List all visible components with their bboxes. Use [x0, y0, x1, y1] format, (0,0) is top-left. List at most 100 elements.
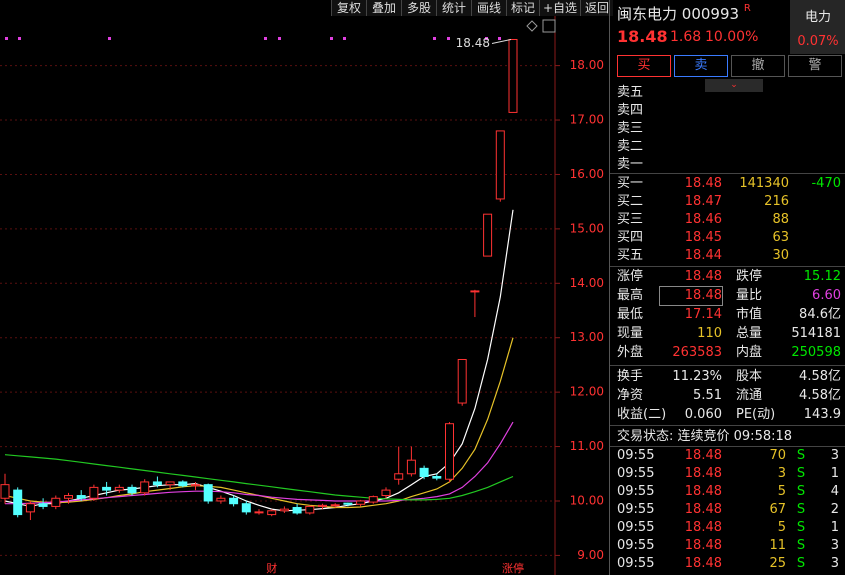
price: 18.48: [617, 27, 668, 46]
candle-body: [406, 459, 416, 475]
event-dot: [264, 37, 267, 40]
quote-panel: 闽东电力 000993 R 电力 0.07% 18.48 1.68 10.00%…: [609, 0, 845, 575]
sector-box[interactable]: 电力 0.07%: [790, 0, 845, 54]
event-dot: [343, 37, 346, 40]
candle-body: [203, 484, 213, 502]
candle-body: [470, 290, 480, 293]
tick-price: 18.48: [684, 502, 722, 517]
y-tick-label: 13.00: [570, 330, 604, 344]
trade-button[interactable]: 卖: [674, 55, 728, 77]
name: 闽东电力: [617, 5, 678, 23]
stat-row: 涨停 18.48 跌停 15.12: [610, 268, 845, 286]
bid-label: 买一: [617, 176, 644, 191]
tick-side: S: [796, 466, 806, 481]
event-dot: [18, 37, 21, 40]
candle-body: [305, 505, 315, 514]
stat-value: 514181: [791, 326, 841, 341]
ask-label: 卖一: [617, 157, 644, 172]
candle-body: [114, 486, 124, 491]
stat-value: 110: [697, 326, 722, 341]
collapse-tab[interactable]: ⌄: [705, 79, 763, 92]
toolbar-button[interactable]: +自选: [539, 0, 580, 16]
stat-value: 84.6亿: [799, 307, 841, 322]
flag: R: [743, 3, 751, 14]
bid-label: 买二: [617, 194, 644, 209]
candle-body: [445, 423, 454, 480]
stat-row: 收益(二) 0.060 PE(动) 143.9: [610, 406, 845, 424]
toolbar-button[interactable]: 复权: [331, 0, 366, 16]
tick-count: 1: [830, 520, 839, 535]
candle-body: [368, 496, 378, 503]
toolbar-button[interactable]: 多股: [401, 0, 436, 16]
panel-toggle[interactable]: [542, 19, 556, 33]
stat-value: 4.58亿: [799, 388, 841, 403]
candle-chart: 9.00 10.00 11.00 12.00 13.00 14.00 15.00 16.00 1…: [0, 16, 604, 575]
stat-value: 15.12: [803, 269, 841, 284]
stat-label: PE(动): [736, 407, 776, 422]
trade-button[interactable]: 撤: [731, 55, 785, 77]
bid-label: 买三: [617, 212, 644, 227]
stat-value: 143.9: [803, 407, 841, 422]
stat-value: 4.58亿: [799, 369, 841, 384]
bid-volume: 88: [772, 212, 789, 227]
toolbar-button[interactable]: 统计: [436, 0, 471, 16]
candle-body: [343, 502, 353, 505]
trade-button[interactable]: 警: [788, 55, 842, 77]
ask-row: 卖一: [610, 156, 845, 174]
y-tick-label: 17.00: [570, 113, 604, 127]
y-tick-label: 18.00: [570, 58, 604, 72]
divider: [610, 365, 845, 366]
tick-count: 3: [830, 556, 839, 571]
tick-volume: 67: [769, 502, 786, 517]
toolbar-button[interactable]: 标记: [506, 0, 539, 16]
stat-label: 流通: [736, 388, 763, 403]
tick-time: 09:55: [617, 520, 655, 535]
code: 000993: [681, 5, 740, 23]
candle-body: [432, 475, 442, 479]
stat-row: 现量 110 总量 514181: [610, 325, 845, 343]
stat-label: 量比: [736, 288, 763, 303]
tick-row: 09:55 18.48 5 S 1: [610, 519, 845, 537]
bid-volume: 216: [764, 194, 789, 209]
bid-volume: 63: [772, 230, 789, 245]
y-tick-label: 16.00: [570, 167, 604, 181]
tick-volume: 25: [769, 556, 786, 571]
trade-button[interactable]: 买: [617, 55, 671, 77]
bid-label: 买五: [617, 248, 644, 263]
candle-body: [64, 495, 73, 499]
tick-time: 09:55: [617, 502, 655, 517]
event-dot: [433, 37, 436, 40]
tick-row: 09:55 18.48 11 S 3: [610, 537, 845, 555]
stat-label: 收益(二): [617, 407, 667, 422]
candle-body: [292, 507, 302, 514]
y-tick-label: 15.00: [570, 221, 604, 235]
candle-body: [216, 497, 226, 502]
tick-count: 3: [830, 448, 839, 463]
stat-label: 涨停: [617, 269, 644, 284]
stat-label: 跌停: [736, 269, 763, 284]
stat-value: 263583: [672, 345, 722, 360]
event-label: 涨停: [502, 561, 524, 575]
tick-side: S: [796, 484, 806, 499]
toolbar-button[interactable]: 画线: [471, 0, 506, 16]
tick-row: 09:55 18.48 3 S 1: [610, 465, 845, 483]
tick-price: 18.48: [684, 556, 722, 571]
ask-label: 卖五: [617, 85, 644, 100]
y-tick-label: 10.00: [570, 493, 604, 507]
tick-volume: 5: [777, 484, 786, 499]
event-dot: [278, 37, 281, 40]
event-dot: [447, 37, 450, 40]
tick-row: 09:55 18.48 25 S 3: [610, 555, 845, 573]
toolbar-button[interactable]: 叠加: [366, 0, 401, 16]
tick-price: 18.48: [684, 484, 722, 499]
stock-name: 闽东电力 000993 R: [617, 3, 751, 24]
event-dot: [498, 37, 501, 40]
stat-label: 股本: [736, 369, 763, 384]
event-dot: [5, 37, 8, 40]
bid-volume: 30: [772, 248, 789, 263]
candle-body: [140, 481, 150, 494]
toolbar-button[interactable]: 返回: [580, 0, 613, 16]
event-label: 财: [266, 561, 277, 575]
stat-label: 净资: [617, 388, 644, 403]
